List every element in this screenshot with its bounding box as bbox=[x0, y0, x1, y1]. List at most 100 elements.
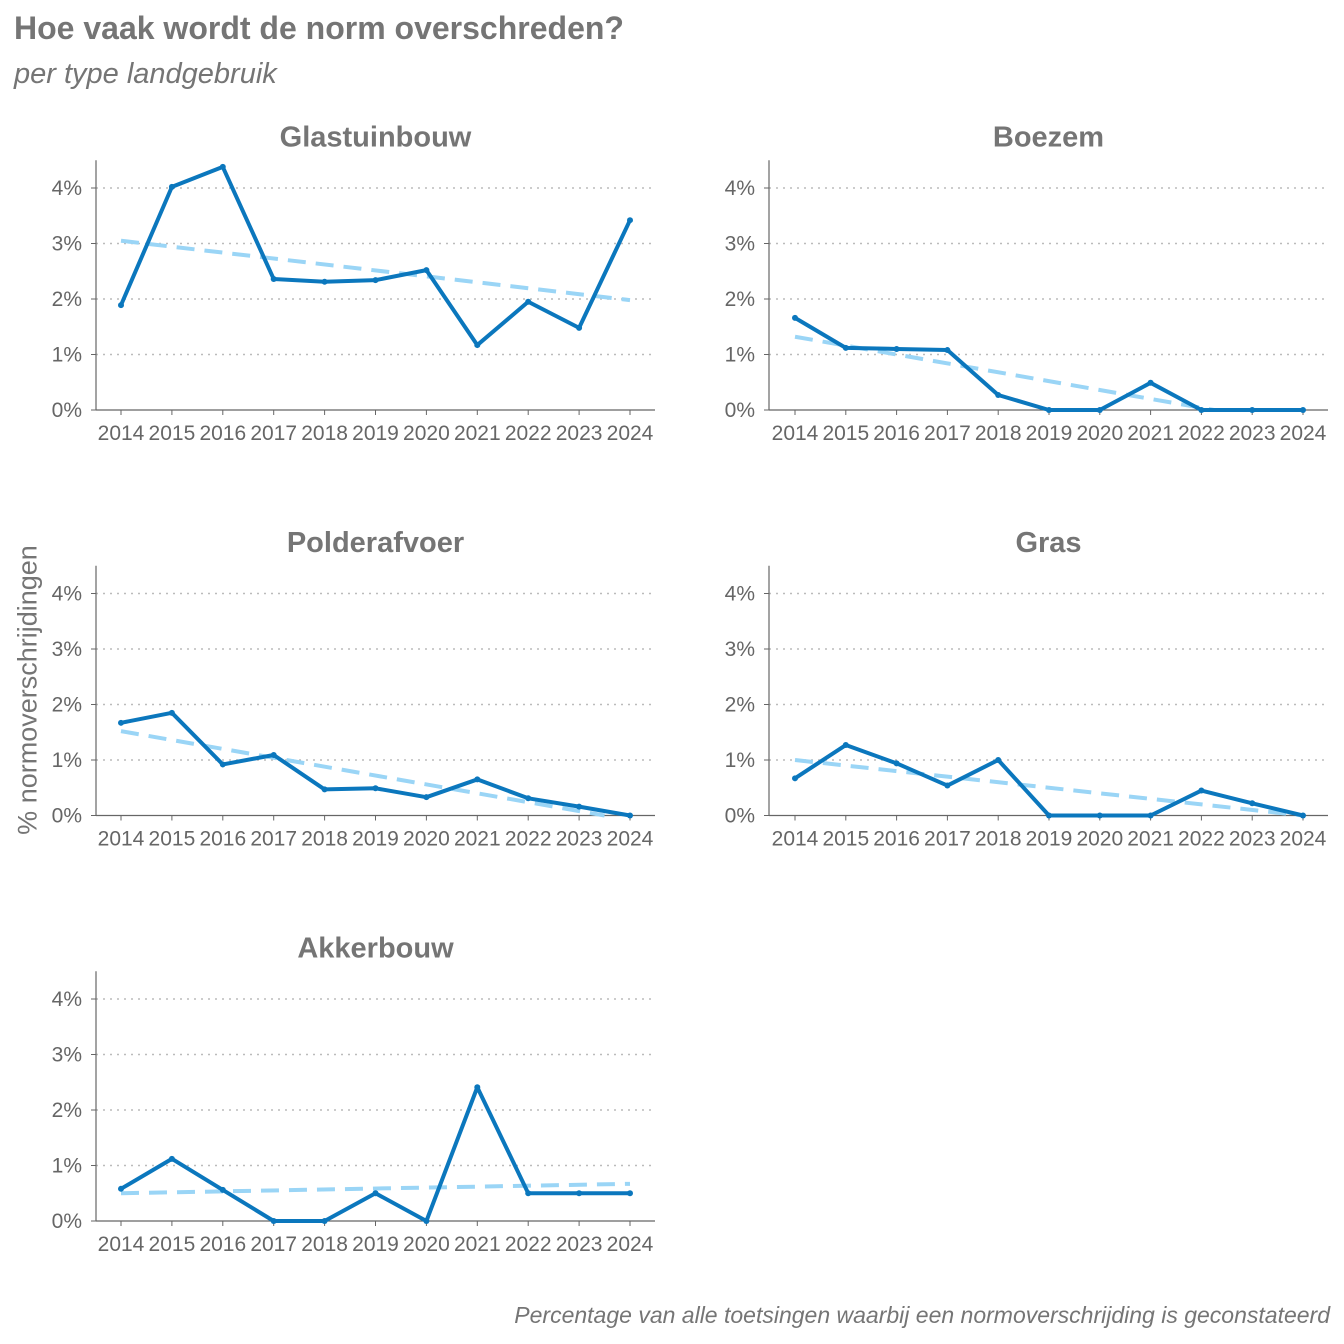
y-tick-label: 4% bbox=[725, 583, 755, 606]
x-tick-label: 2022 bbox=[505, 422, 552, 445]
x-tick-label: 2017 bbox=[250, 1233, 297, 1256]
data-point bbox=[1249, 800, 1256, 807]
series-line bbox=[119, 164, 632, 348]
data-point bbox=[1046, 812, 1052, 819]
panel-title: Glastuinbouw bbox=[280, 121, 472, 153]
x-tick-label: 2015 bbox=[822, 422, 869, 445]
x-tick-label: 2016 bbox=[873, 422, 920, 445]
x-tick-label: 2015 bbox=[149, 828, 196, 851]
x-tick-label: 2023 bbox=[1229, 422, 1276, 445]
data-point bbox=[168, 1155, 175, 1162]
y-tick-label: 4% bbox=[52, 583, 82, 606]
data-point bbox=[576, 803, 583, 810]
y-tick-label: 0% bbox=[725, 399, 755, 422]
x-tick-label: 2018 bbox=[975, 828, 1022, 851]
x-tick-label: 2015 bbox=[149, 422, 196, 445]
data-point bbox=[842, 344, 849, 351]
data-point bbox=[893, 760, 900, 767]
data-point bbox=[270, 276, 277, 283]
x-tick-label: 2020 bbox=[1076, 828, 1123, 851]
x-tick-label: 2014 bbox=[98, 828, 145, 851]
panel-boezem: Boezem 0% 1% 2% 3% 4% 2014 2015 2016 2017 2018 2019… bbox=[725, 121, 1328, 445]
x-tick-label: 2017 bbox=[250, 828, 297, 851]
data-point bbox=[1198, 787, 1205, 794]
panel-title: Akkerbouw bbox=[297, 932, 454, 964]
x-tick-label: 2020 bbox=[1076, 422, 1123, 445]
y-tick-label: 1% bbox=[52, 344, 82, 367]
x-tick-label: 2021 bbox=[454, 1233, 501, 1256]
data-point bbox=[372, 785, 379, 792]
x-tick-label: 2021 bbox=[454, 422, 501, 445]
data-point bbox=[1249, 407, 1256, 413]
x-tick-label: 2023 bbox=[556, 422, 603, 445]
x-tick-label: 2022 bbox=[505, 828, 552, 851]
trend-line bbox=[120, 729, 605, 818]
data-point bbox=[423, 267, 430, 274]
x-tick-label: 2023 bbox=[1229, 828, 1276, 851]
y-tick-label: 0% bbox=[725, 805, 755, 828]
panel-title: Gras bbox=[1015, 527, 1081, 559]
data-point bbox=[792, 775, 798, 782]
y-tick-label: 1% bbox=[725, 344, 755, 367]
series-line bbox=[120, 710, 631, 818]
y-tick-label: 0% bbox=[52, 399, 82, 422]
x-tick-label: 2023 bbox=[556, 1233, 603, 1256]
data-point bbox=[842, 742, 849, 749]
y-tick-label: 3% bbox=[52, 233, 82, 256]
y-tick-label: 1% bbox=[52, 1155, 82, 1178]
x-tick-label: 2014 bbox=[772, 828, 819, 851]
data-point bbox=[627, 1190, 633, 1197]
y-tick-label: 0% bbox=[52, 1210, 82, 1233]
x-tick-label: 2016 bbox=[199, 1233, 246, 1256]
data-point bbox=[944, 782, 951, 789]
data-point bbox=[423, 1218, 430, 1224]
trend-line bbox=[120, 1181, 631, 1196]
y-tick-label: 2% bbox=[725, 694, 755, 717]
panel-title: Boezem bbox=[993, 121, 1104, 153]
data-point bbox=[792, 314, 798, 321]
data-point bbox=[627, 217, 633, 224]
y-tick-label: 2% bbox=[725, 288, 755, 311]
trend-line bbox=[120, 238, 631, 303]
data-point bbox=[525, 795, 532, 802]
y-tick-label: 4% bbox=[52, 988, 82, 1011]
data-point bbox=[1300, 812, 1306, 819]
x-tick-label: 2024 bbox=[607, 422, 654, 445]
data-point bbox=[219, 761, 226, 768]
x-tick-label: 2022 bbox=[1178, 828, 1225, 851]
x-tick-label: 2016 bbox=[199, 828, 246, 851]
data-point bbox=[525, 1190, 532, 1197]
x-tick-label: 2015 bbox=[822, 828, 869, 851]
series-line bbox=[793, 316, 1303, 412]
data-point bbox=[1096, 812, 1103, 819]
data-point bbox=[1300, 407, 1306, 413]
data-point bbox=[118, 1185, 124, 1192]
data-point bbox=[118, 719, 124, 726]
data-point bbox=[474, 776, 481, 783]
data-point bbox=[576, 324, 583, 331]
x-tick-label: 2018 bbox=[975, 422, 1022, 445]
data-point bbox=[321, 786, 328, 793]
data-point bbox=[219, 1186, 226, 1193]
data-point bbox=[372, 1190, 379, 1197]
data-point bbox=[944, 347, 951, 354]
y-tick-label: 1% bbox=[52, 749, 82, 772]
y-tick-label: 3% bbox=[725, 233, 755, 256]
y-tick-label: 3% bbox=[725, 638, 755, 661]
chart-title: Hoe vaak wordt de norm overschreden? bbox=[14, 10, 624, 46]
x-tick-label: 2022 bbox=[1178, 422, 1225, 445]
data-point bbox=[118, 302, 124, 309]
x-tick-label: 2019 bbox=[352, 422, 399, 445]
x-tick-label: 2018 bbox=[301, 1233, 348, 1256]
chart-caption: Percentage van alle toetsingen waarbij e… bbox=[514, 1302, 1330, 1328]
data-point bbox=[1198, 407, 1205, 413]
x-tick-label: 2014 bbox=[772, 422, 819, 445]
y-tick-label: 2% bbox=[52, 288, 82, 311]
data-point bbox=[219, 163, 226, 170]
data-point bbox=[995, 757, 1002, 763]
data-point bbox=[474, 342, 481, 349]
x-tick-label: 2017 bbox=[924, 828, 971, 851]
